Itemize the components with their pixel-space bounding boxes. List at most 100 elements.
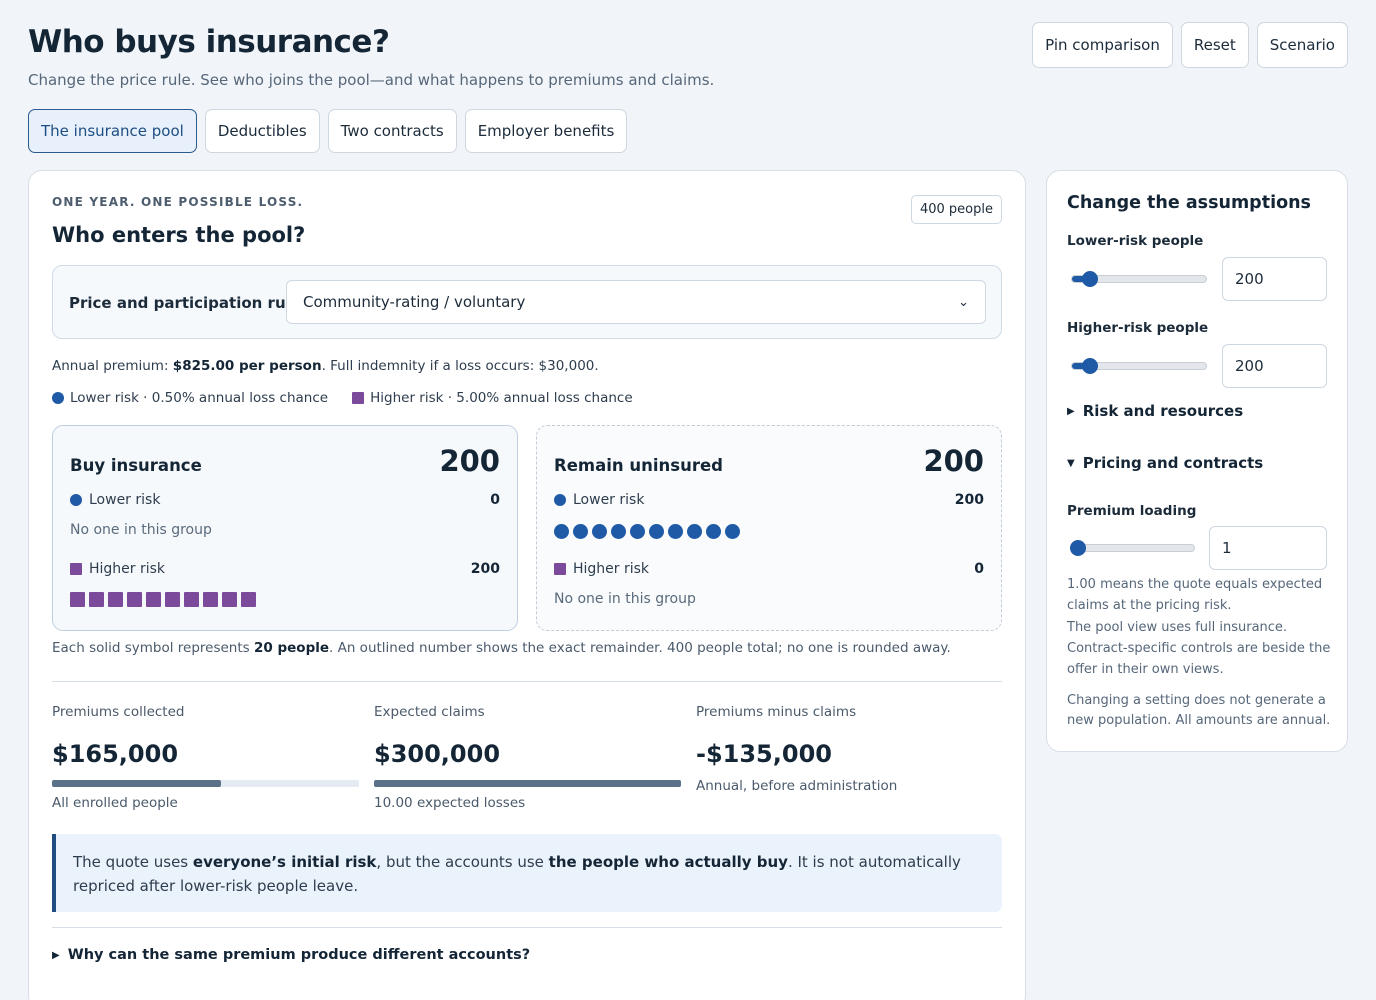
metric-label: Expected claims bbox=[374, 704, 485, 720]
pin-comparison-button[interactable]: Pin comparison bbox=[1032, 22, 1173, 68]
triangle-right-icon: ▶ bbox=[1067, 405, 1075, 417]
metric-bar bbox=[374, 780, 681, 787]
loading-help: 1.00 means the quote equals expected cla… bbox=[1067, 577, 1323, 613]
remain-lower-count: 200 bbox=[954, 492, 984, 508]
premium-loading-input[interactable]: 1 bbox=[1209, 526, 1327, 570]
higher-risk-symbol-icon bbox=[146, 592, 161, 607]
higher-risk-square-icon bbox=[352, 392, 365, 404]
reset-button[interactable]: Reset bbox=[1180, 22, 1249, 68]
buy-insurance-group: Buy insurance 200 Lower risk 0 No one in… bbox=[52, 425, 518, 631]
metric-premiums-minus-claims: Premiums minus claims -$135,000 Annual, … bbox=[696, 704, 1003, 794]
remain-lower-symbols bbox=[554, 524, 740, 539]
lower-risk-symbol-icon bbox=[687, 524, 702, 539]
metric-foot: 10.00 expected losses bbox=[374, 795, 526, 811]
higher-risk-people-slider[interactable] bbox=[1071, 358, 1207, 374]
buy-lower-count: 0 bbox=[490, 492, 500, 508]
buy-higher-label: Higher risk bbox=[89, 561, 166, 577]
tab-employer-benefits[interactable]: Employer benefits bbox=[464, 109, 628, 153]
metric-foot: Annual, before administration bbox=[696, 778, 898, 794]
note-prefix: Each solid symbol represents bbox=[52, 640, 254, 656]
why-disclosure[interactable]: ▶ Why can the same premium produce diffe… bbox=[52, 947, 530, 963]
lower-risk-people-slider[interactable] bbox=[1071, 271, 1207, 287]
lower-risk-symbol-icon bbox=[573, 524, 588, 539]
metric-value: -$135,000 bbox=[696, 740, 832, 768]
scenario-button[interactable]: Scenario bbox=[1256, 22, 1348, 68]
price-rule-select[interactable]: Community-rating / voluntary ⌄ bbox=[286, 280, 986, 324]
buy-higher-count: 200 bbox=[470, 561, 500, 577]
metric-bar-fill bbox=[374, 780, 681, 787]
lower-risk-people-label: Lower-risk people bbox=[1067, 233, 1204, 249]
page-title: Who buys insurance? bbox=[28, 24, 390, 60]
higher-risk-symbol-icon bbox=[184, 592, 199, 607]
price-rule-value: Community-rating / voluntary bbox=[303, 293, 526, 311]
lower-risk-symbol-icon bbox=[554, 524, 569, 539]
metric-bar-fill bbox=[52, 780, 221, 787]
pool-eyebrow: ONE YEAR. ONE POSSIBLE LOSS. bbox=[52, 195, 304, 209]
pool-card: ONE YEAR. ONE POSSIBLE LOSS. 400 people … bbox=[28, 170, 1026, 1000]
metric-bar bbox=[52, 780, 359, 787]
higher-risk-symbol-icon bbox=[241, 592, 256, 607]
metric-value: $300,000 bbox=[374, 740, 501, 768]
premium-summary: Annual premium: $825.00 per person. Full… bbox=[52, 358, 599, 374]
remain-uninsured-group: Remain uninsured 200 Lower risk 200 High… bbox=[536, 425, 1002, 631]
lower-risk-symbol-icon bbox=[630, 524, 645, 539]
metric-label: Premiums collected bbox=[52, 704, 185, 720]
slider-thumb[interactable] bbox=[1070, 540, 1086, 556]
assumptions-heading: Change the assumptions bbox=[1067, 193, 1311, 213]
higher-risk-symbol-icon bbox=[127, 592, 142, 607]
higher-risk-people-label: Higher-risk people bbox=[1067, 320, 1209, 336]
pool-view-help: The pool view uses full insurance. Contr… bbox=[1067, 620, 1331, 677]
tab-deductibles[interactable]: Deductibles bbox=[204, 109, 320, 153]
risk-resources-disclosure[interactable]: ▶ Risk and resources bbox=[1067, 402, 1243, 420]
remain-higher-count: 0 bbox=[974, 561, 984, 577]
lower-risk-symbol-icon bbox=[649, 524, 664, 539]
metric-premiums-collected: Premiums collected $165,000 All enrolled… bbox=[52, 704, 359, 811]
note-suffix: . An outlined number shows the exact rem… bbox=[329, 640, 951, 656]
premium-loading-label: Premium loading bbox=[1067, 503, 1197, 519]
chevron-down-icon: ⌄ bbox=[958, 294, 969, 310]
tab-two-contracts[interactable]: Two contracts bbox=[327, 109, 457, 153]
legend-lower-risk: Lower risk · 0.50% annual loss chance bbox=[70, 390, 329, 406]
buy-lower-label: Lower risk bbox=[89, 492, 161, 508]
premium-value: $825.00 per person bbox=[172, 358, 322, 374]
premium-suffix: . Full indemnity if a loss occurs: $30,0… bbox=[321, 358, 599, 374]
metric-label: Premiums minus claims bbox=[696, 704, 857, 720]
remain-higher-label: Higher risk bbox=[573, 561, 650, 577]
metric-foot: All enrolled people bbox=[52, 795, 178, 811]
people-count-badge: 400 people bbox=[910, 195, 1002, 224]
lower-risk-dot-icon bbox=[70, 494, 82, 506]
lower-risk-symbol-icon bbox=[611, 524, 626, 539]
buy-lower-empty: No one in this group bbox=[70, 522, 212, 538]
lower-risk-symbol-icon bbox=[725, 524, 740, 539]
slider-thumb[interactable] bbox=[1082, 358, 1098, 374]
symbol-note: Each solid symbol represents 20 people. … bbox=[52, 640, 951, 656]
higher-risk-people-input[interactable]: 200 bbox=[1222, 344, 1327, 388]
callout-text: . It is not automatically repriced after… bbox=[73, 853, 961, 895]
lower-risk-dot-icon bbox=[554, 494, 566, 506]
risk-legend: Lower risk · 0.50% annual loss chance Hi… bbox=[52, 390, 633, 406]
higher-risk-square-icon bbox=[70, 563, 82, 575]
settings-help: Changing a setting does not generate a n… bbox=[1067, 693, 1331, 728]
tab-insurance-pool[interactable]: The insurance pool bbox=[28, 109, 197, 153]
premium-loading-slider[interactable] bbox=[1070, 540, 1195, 556]
why-label: Why can the same premium produce differe… bbox=[67, 947, 531, 963]
slider-thumb[interactable] bbox=[1082, 271, 1098, 287]
pricing-contracts-disclosure[interactable]: ▼ Pricing and contracts bbox=[1067, 454, 1263, 472]
divider bbox=[52, 927, 1002, 928]
metric-expected-claims: Expected claims $300,000 10.00 expected … bbox=[374, 704, 681, 811]
remain-group-count: 200 bbox=[923, 444, 984, 478]
higher-risk-symbol-icon bbox=[89, 592, 104, 607]
callout-bold: the people who actually buy bbox=[548, 853, 788, 871]
remain-higher-risk-row: Higher risk 0 bbox=[554, 561, 984, 577]
higher-risk-symbol-icon bbox=[222, 592, 237, 607]
remain-lower-risk-row: Lower risk 200 bbox=[554, 492, 984, 508]
remain-higher-empty: No one in this group bbox=[554, 591, 696, 607]
price-rule-box: Price and participation rule Community-r… bbox=[52, 265, 1002, 339]
disclosure-label: Pricing and contracts bbox=[1082, 454, 1264, 472]
lower-risk-symbol-icon bbox=[706, 524, 721, 539]
lower-risk-symbol-icon bbox=[668, 524, 683, 539]
page-subtitle: Change the price rule. See who joins the… bbox=[28, 71, 715, 89]
note-bold: 20 people bbox=[253, 640, 330, 656]
triangle-right-icon: ▶ bbox=[52, 949, 60, 961]
lower-risk-people-input[interactable]: 200 bbox=[1222, 257, 1327, 301]
